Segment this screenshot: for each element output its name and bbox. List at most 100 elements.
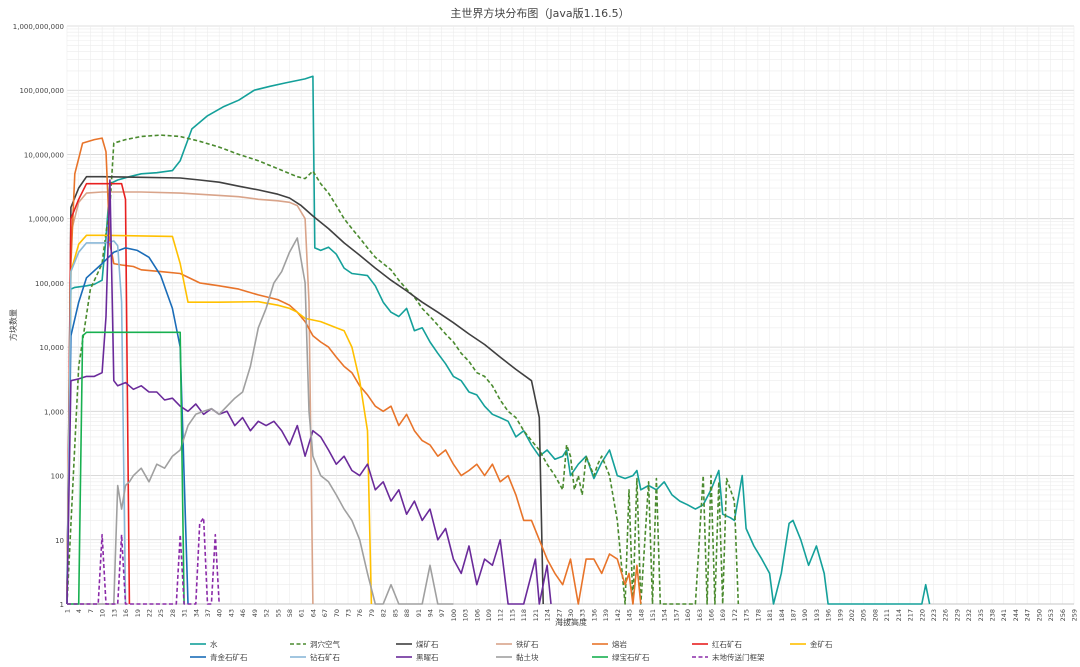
x-tick-label: 70 bbox=[333, 609, 341, 617]
legend-label: 金矿石 bbox=[810, 639, 833, 649]
x-tick-label: 133 bbox=[579, 609, 587, 621]
x-tick-label: 31 bbox=[181, 609, 189, 617]
x-tick-label: 214 bbox=[895, 609, 903, 621]
x-tick-label: 19 bbox=[134, 609, 142, 617]
x-tick-label: 49 bbox=[251, 609, 259, 617]
y-tick-label: 10,000 bbox=[40, 344, 65, 352]
x-tick-label: 88 bbox=[403, 609, 411, 617]
x-tick-label: 61 bbox=[298, 609, 306, 617]
x-tick-label: 223 bbox=[930, 609, 938, 621]
x-tick-label: 127 bbox=[555, 609, 563, 621]
legend-label: 末地传送门框架 bbox=[712, 652, 765, 662]
x-tick-label: 148 bbox=[637, 609, 645, 621]
x-tick-label: 106 bbox=[473, 609, 481, 621]
legend-label: 青金石矿石 bbox=[210, 652, 248, 662]
series-lines bbox=[66, 75, 931, 605]
x-tick-labels: 1 4 7 10 13 16 19 22 25 28 31 34 37 40 43 46 49 52 55 58 61 6… bbox=[64, 609, 1079, 621]
x-tick-label: 10 bbox=[99, 609, 107, 617]
x-tick-label: 244 bbox=[1012, 609, 1020, 621]
y-tick-label: 1,000,000 bbox=[28, 216, 64, 224]
y-tick-label: 10 bbox=[55, 537, 64, 545]
x-tick-label: 16 bbox=[122, 609, 130, 617]
x-tick-label: 91 bbox=[415, 609, 423, 617]
series-line-10 bbox=[66, 179, 552, 605]
series-line-9 bbox=[66, 240, 127, 605]
x-tick-label: 13 bbox=[110, 609, 118, 617]
x-tick-label: 85 bbox=[391, 609, 399, 617]
x-tick-label: 241 bbox=[1000, 609, 1008, 621]
x-tick-label: 94 bbox=[426, 609, 434, 617]
x-tick-label: 79 bbox=[368, 609, 376, 617]
x-tick-label: 136 bbox=[590, 609, 598, 621]
x-tick-label: 205 bbox=[860, 609, 868, 621]
x-tick-label: 220 bbox=[918, 609, 926, 621]
x-tick-label: 169 bbox=[719, 609, 727, 621]
legend-label: 钻石矿石 bbox=[310, 652, 340, 662]
x-tick-label: 55 bbox=[274, 609, 282, 617]
legend-label: 洞穴空气 bbox=[310, 639, 340, 649]
x-tick-label: 238 bbox=[989, 609, 997, 621]
chart-title: 主世界方块分布图（Java版1.16.5） bbox=[450, 6, 629, 20]
series-line-3 bbox=[66, 175, 544, 605]
x-tick-label: 211 bbox=[883, 609, 891, 621]
x-tick-label: 76 bbox=[356, 609, 364, 617]
x-tick-label: 232 bbox=[965, 609, 973, 621]
x-tick-label: 166 bbox=[708, 609, 716, 621]
x-tick-label: 115 bbox=[508, 609, 516, 621]
series-line-1 bbox=[66, 75, 931, 605]
x-tick-label: 181 bbox=[766, 609, 774, 621]
x-tick-label: 82 bbox=[380, 609, 388, 617]
series-line-5 bbox=[66, 137, 642, 605]
x-tick-label: 37 bbox=[204, 609, 212, 617]
x-tick-label: 103 bbox=[462, 609, 470, 621]
x-tick-label: 190 bbox=[801, 609, 809, 621]
x-tick-label: 202 bbox=[848, 609, 856, 621]
x-tick-label: 235 bbox=[977, 609, 985, 621]
x-tick-label: 67 bbox=[321, 609, 329, 617]
y-tick-label: 100 bbox=[51, 473, 64, 481]
y-tick-label: 1 bbox=[60, 601, 64, 609]
x-tick-label: 259 bbox=[1071, 609, 1079, 621]
y-tick-labels: 1 10 100 1,000 10,000 100,000 1,000,000 10,000,… bbox=[13, 23, 64, 609]
y-tick-label: 1,000,000,000 bbox=[13, 23, 64, 31]
x-tick-label: 175 bbox=[743, 609, 751, 621]
x-tick-label: 253 bbox=[1047, 609, 1055, 621]
x-tick-label: 157 bbox=[672, 609, 680, 621]
y-tick-label: 1,000 bbox=[44, 408, 64, 416]
x-tick-label: 196 bbox=[825, 609, 833, 621]
x-tick-label: 4 bbox=[75, 609, 83, 613]
x-tick-label: 109 bbox=[485, 609, 493, 621]
x-tick-label: 64 bbox=[309, 609, 317, 617]
legend-label: 黑曜石 bbox=[416, 653, 439, 662]
x-tick-label: 22 bbox=[145, 609, 153, 617]
series-line-11 bbox=[67, 237, 454, 605]
x-tick-label: 52 bbox=[263, 609, 271, 617]
x-tick-label: 130 bbox=[567, 609, 575, 621]
x-tick-label: 256 bbox=[1059, 609, 1067, 621]
x-tick-label: 112 bbox=[497, 609, 505, 621]
y-tick-label: 10,000,000 bbox=[24, 151, 64, 159]
legend-label: 水 bbox=[210, 639, 218, 649]
legend-label: 熔岩 bbox=[612, 639, 627, 649]
legend-label: 铁矿石 bbox=[516, 639, 539, 649]
y-tick-label: 100,000,000 bbox=[19, 87, 64, 95]
x-tick-label: 46 bbox=[239, 609, 247, 617]
x-tick-label: 40 bbox=[216, 609, 224, 617]
x-tick-label: 28 bbox=[169, 609, 177, 617]
y-axis-label: 方块数量 bbox=[8, 309, 18, 341]
x-tick-label: 208 bbox=[871, 609, 879, 621]
series-line-4 bbox=[66, 191, 314, 605]
series-line-13 bbox=[67, 517, 220, 605]
series-line-8 bbox=[66, 247, 189, 605]
x-tick-label: 229 bbox=[953, 609, 961, 621]
x-tick-label: 97 bbox=[438, 609, 446, 617]
x-tick-label: 145 bbox=[626, 609, 634, 621]
x-tick-label: 187 bbox=[789, 609, 797, 621]
x-tick-label: 7 bbox=[87, 609, 95, 613]
series-line-6 bbox=[66, 182, 131, 605]
x-tick-label: 217 bbox=[907, 609, 915, 621]
x-tick-label: 172 bbox=[731, 609, 739, 621]
x-tick-label: 226 bbox=[942, 609, 950, 621]
